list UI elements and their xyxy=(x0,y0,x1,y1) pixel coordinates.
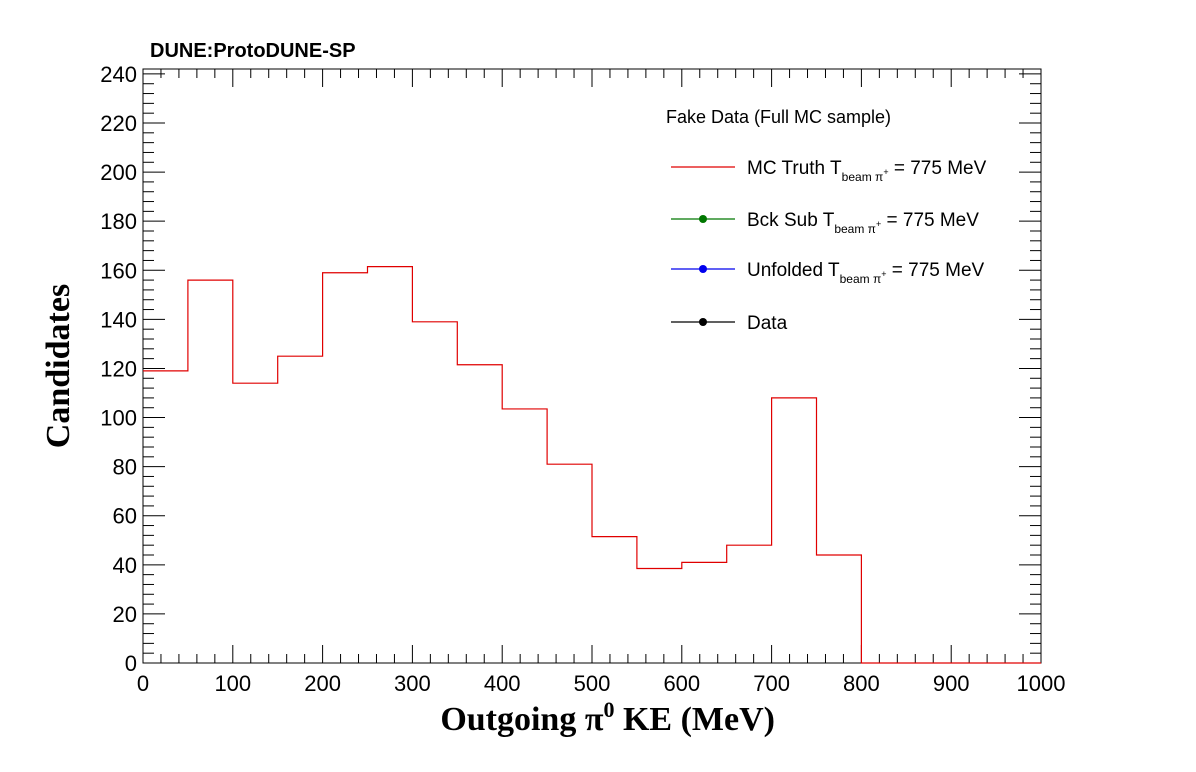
y-tick-label: 180 xyxy=(100,209,137,234)
y-tick-label: 60 xyxy=(113,504,137,529)
x-tick-label: 900 xyxy=(933,671,970,696)
y-tick-label: 20 xyxy=(113,602,137,627)
legend-marker xyxy=(699,215,707,223)
x-tick-label: 100 xyxy=(214,671,251,696)
legend-label: Unfolded Tbeam π+ = 775 MeV xyxy=(747,260,985,286)
y-tick-label: 220 xyxy=(100,111,137,136)
legend-header: Fake Data (Full MC sample) xyxy=(666,107,891,127)
x-tick-label: 0 xyxy=(137,671,149,696)
legend: Fake Data (Full MC sample) MC Truth Tbeam… xyxy=(666,107,987,334)
x-tick-label: 700 xyxy=(753,671,790,696)
legend-label: Bck Sub Tbeam π+ = 775 MeV xyxy=(747,210,979,236)
x-tick-label: 500 xyxy=(574,671,611,696)
histogram-step-line xyxy=(143,265,1041,664)
x-tick-label: 600 xyxy=(663,671,700,696)
legend-marker xyxy=(699,318,707,326)
x-axis-label: Outgoing π0 KE (MeV) xyxy=(440,697,775,738)
x-axis-label-main: Outgoing π xyxy=(440,701,604,738)
y-tick-label: 40 xyxy=(113,553,137,578)
chart-title: DUNE:ProtoDUNE-SP xyxy=(150,40,356,62)
x-tick-label: 400 xyxy=(484,671,521,696)
series-mc-truth xyxy=(143,265,1041,664)
y-tick-label: 200 xyxy=(100,160,137,185)
y-tick-label: 100 xyxy=(100,406,137,431)
y-tick-label: 140 xyxy=(100,307,137,332)
x-tick-label: 200 xyxy=(304,671,341,696)
legend-marker xyxy=(699,265,707,273)
legend-label: MC Truth Tbeam π+ = 775 MeV xyxy=(747,158,987,184)
legend-label: Data xyxy=(747,313,788,334)
x-tick-label: 800 xyxy=(843,671,880,696)
y-axis-label: Candidates xyxy=(40,284,77,448)
y-tick-label: 160 xyxy=(100,258,137,283)
x-tick-label: 1000 xyxy=(1017,671,1066,696)
x-tick-label: 300 xyxy=(394,671,431,696)
axes: 0 20 40 60 80 100 120 140 160 180 200 220 240 0 100 200… xyxy=(100,62,1065,696)
x-axis-label-tail: KE (MeV) xyxy=(614,701,775,738)
y-tick-label: 0 xyxy=(125,651,137,676)
y-tick-label: 120 xyxy=(100,356,137,381)
y-tick-label: 80 xyxy=(113,455,137,480)
x-axis-label-sup: 0 xyxy=(603,697,614,722)
y-tick-label: 240 xyxy=(100,62,137,87)
